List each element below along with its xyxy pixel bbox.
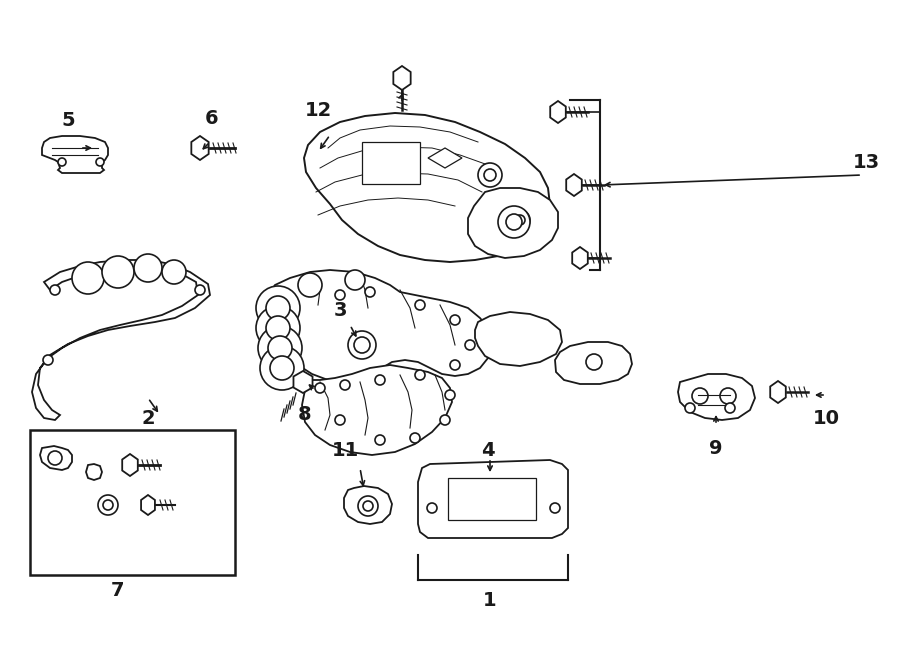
Text: 2: 2 <box>141 408 155 428</box>
Text: 5: 5 <box>61 111 75 130</box>
Circle shape <box>363 501 373 511</box>
Circle shape <box>335 415 345 425</box>
Polygon shape <box>40 446 72 470</box>
Circle shape <box>510 210 530 230</box>
Circle shape <box>375 375 385 385</box>
Circle shape <box>586 354 602 370</box>
Bar <box>448 478 536 520</box>
Text: 13: 13 <box>852 152 879 171</box>
Text: 12: 12 <box>304 101 331 120</box>
Polygon shape <box>86 464 102 480</box>
Polygon shape <box>428 148 462 168</box>
Circle shape <box>550 503 560 513</box>
Text: 8: 8 <box>298 406 311 424</box>
Circle shape <box>365 287 375 297</box>
Circle shape <box>685 403 695 413</box>
Circle shape <box>345 270 365 290</box>
Polygon shape <box>555 342 632 384</box>
Polygon shape <box>141 495 155 515</box>
Polygon shape <box>293 371 312 393</box>
Circle shape <box>270 356 294 380</box>
Circle shape <box>48 451 62 465</box>
Polygon shape <box>262 270 492 382</box>
Circle shape <box>720 388 736 404</box>
Circle shape <box>340 380 350 390</box>
Polygon shape <box>42 136 108 173</box>
Circle shape <box>98 495 118 515</box>
Circle shape <box>515 215 525 225</box>
Circle shape <box>195 285 205 295</box>
Circle shape <box>484 169 496 181</box>
Circle shape <box>450 315 460 325</box>
Circle shape <box>102 256 134 288</box>
Text: 3: 3 <box>333 301 346 320</box>
Polygon shape <box>468 188 558 258</box>
Circle shape <box>258 326 302 370</box>
Text: 10: 10 <box>813 408 840 428</box>
Text: 6: 6 <box>205 109 219 128</box>
Circle shape <box>498 206 530 238</box>
Circle shape <box>415 370 425 380</box>
Circle shape <box>298 273 322 297</box>
Circle shape <box>440 415 450 425</box>
Bar <box>30 430 235 575</box>
Polygon shape <box>122 454 138 476</box>
Circle shape <box>692 388 708 404</box>
Polygon shape <box>550 101 566 123</box>
Circle shape <box>256 286 300 330</box>
Circle shape <box>162 260 186 284</box>
Text: 1: 1 <box>483 591 497 610</box>
Polygon shape <box>418 460 568 538</box>
Bar <box>362 142 420 184</box>
Text: 7: 7 <box>112 581 125 600</box>
Circle shape <box>260 346 304 390</box>
Polygon shape <box>304 113 550 262</box>
Polygon shape <box>302 365 452 455</box>
Circle shape <box>315 383 325 393</box>
Polygon shape <box>344 486 392 524</box>
Circle shape <box>415 300 425 310</box>
Circle shape <box>266 316 290 340</box>
Text: 11: 11 <box>331 440 358 459</box>
Circle shape <box>266 296 290 320</box>
Circle shape <box>375 435 385 445</box>
Text: 4: 4 <box>482 440 495 459</box>
Polygon shape <box>393 66 410 90</box>
Circle shape <box>348 331 376 359</box>
Circle shape <box>358 496 378 516</box>
Polygon shape <box>32 260 210 420</box>
Circle shape <box>410 433 420 443</box>
Polygon shape <box>475 312 562 366</box>
Circle shape <box>335 290 345 300</box>
Polygon shape <box>770 381 786 403</box>
Circle shape <box>134 254 162 282</box>
Circle shape <box>354 337 370 353</box>
Circle shape <box>725 403 735 413</box>
Circle shape <box>43 355 53 365</box>
Circle shape <box>465 340 475 350</box>
Polygon shape <box>192 136 209 160</box>
Circle shape <box>268 336 292 360</box>
Circle shape <box>256 306 300 350</box>
Circle shape <box>58 158 66 166</box>
Polygon shape <box>678 374 755 420</box>
Circle shape <box>103 500 113 510</box>
Circle shape <box>450 360 460 370</box>
Polygon shape <box>566 174 581 196</box>
Circle shape <box>506 214 522 230</box>
Circle shape <box>96 158 104 166</box>
Circle shape <box>427 503 437 513</box>
Circle shape <box>445 390 455 400</box>
Polygon shape <box>572 247 588 269</box>
Circle shape <box>478 163 502 187</box>
Circle shape <box>72 262 104 294</box>
Text: 9: 9 <box>709 438 723 457</box>
Circle shape <box>50 285 60 295</box>
